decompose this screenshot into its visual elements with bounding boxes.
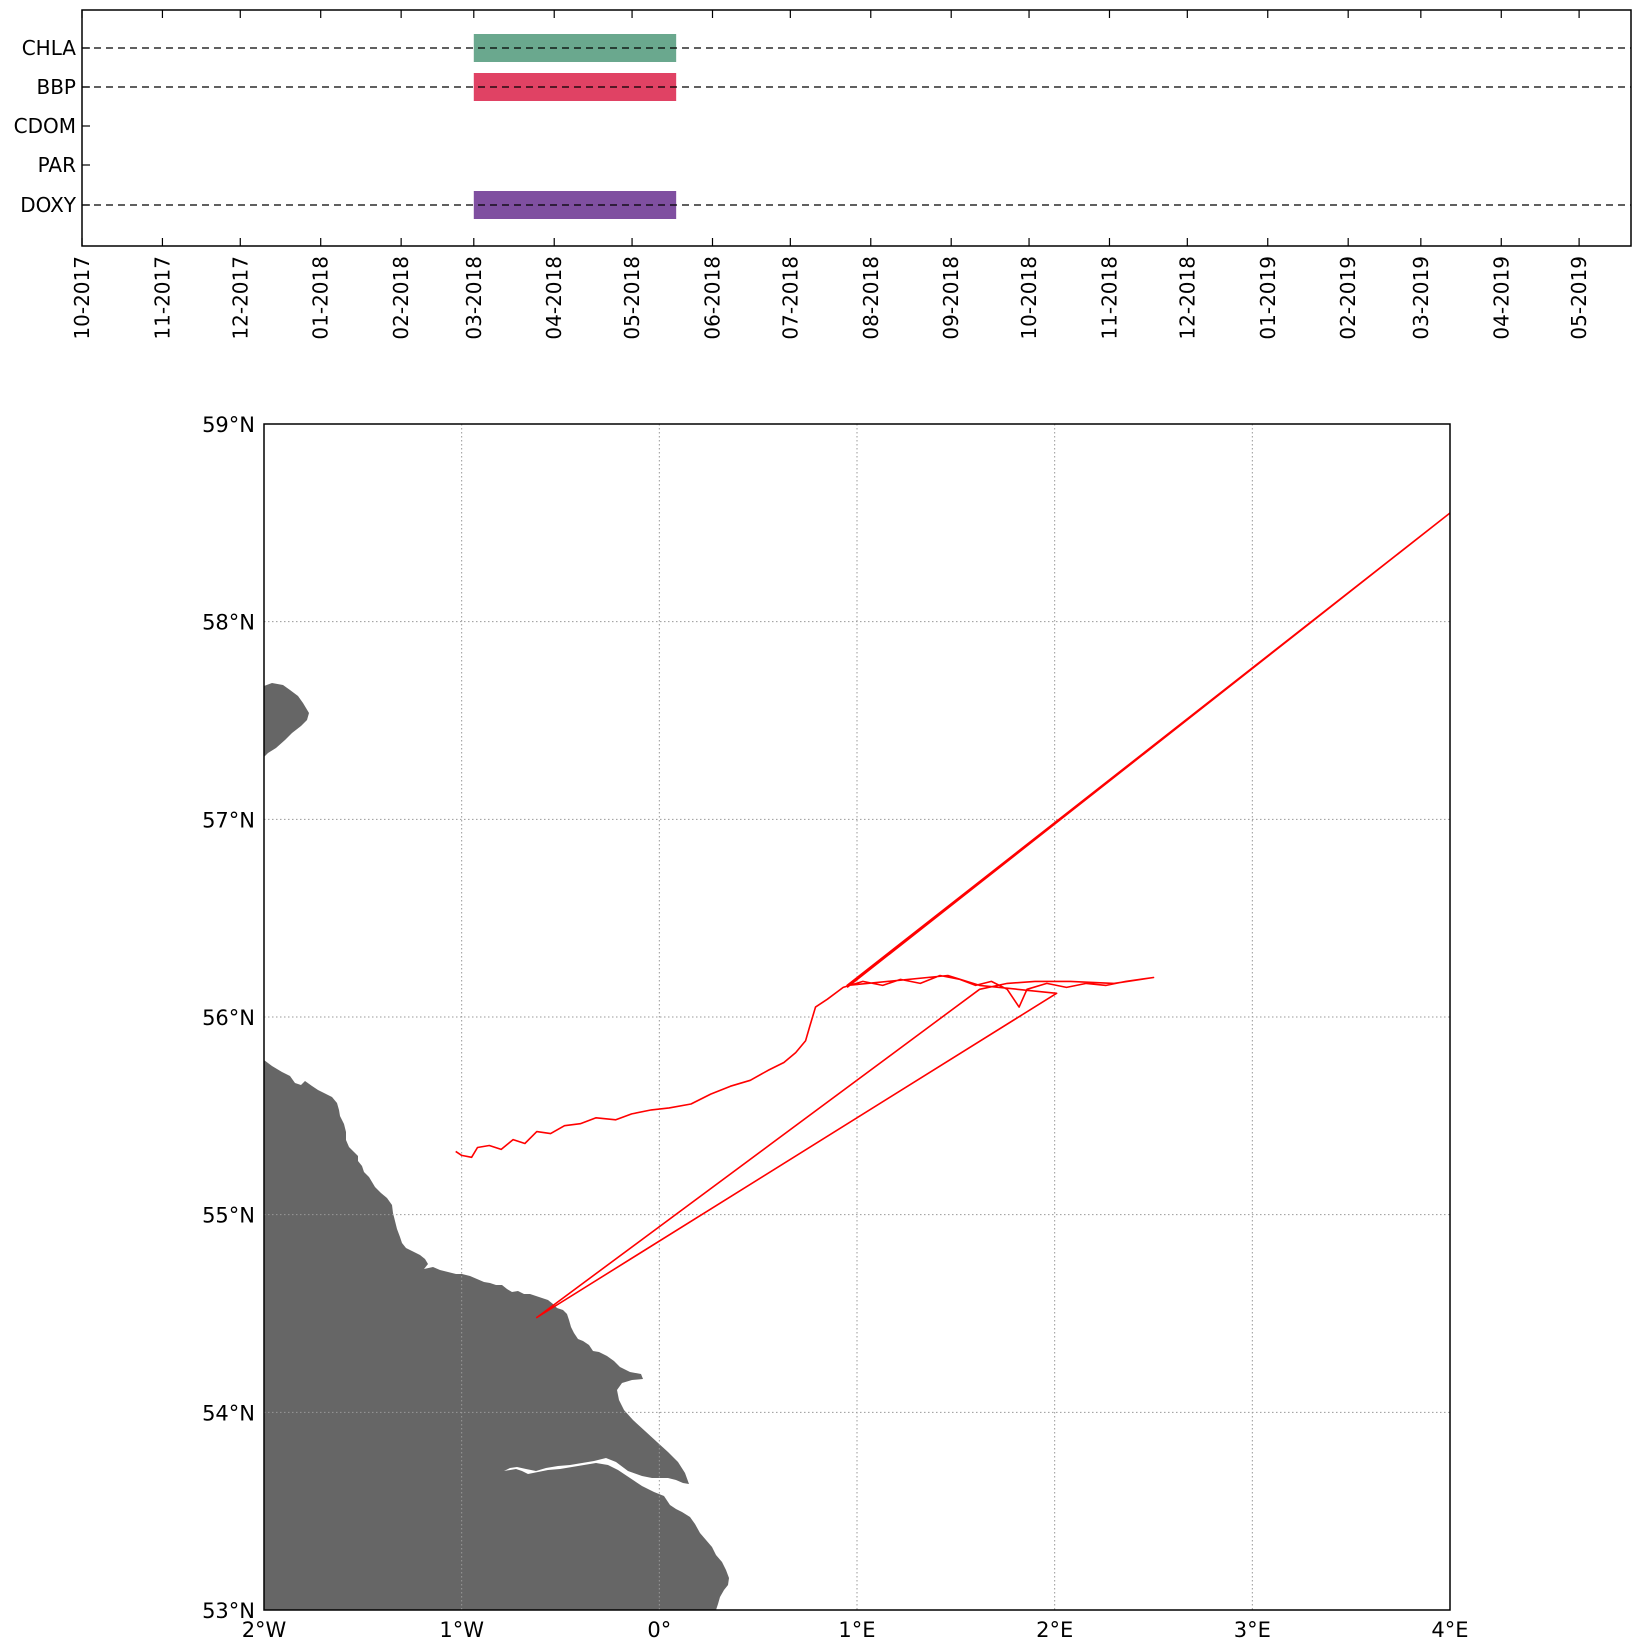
x-tick-label-08-2018: 08-2018 xyxy=(859,256,883,340)
timeline-plot-frame xyxy=(81,9,1632,247)
land-island xyxy=(420,1289,430,1296)
x-tick-label-11-2017: 11-2017 xyxy=(150,256,174,340)
float-trajectory xyxy=(455,512,1450,1319)
lon-label: 1°W xyxy=(439,1618,484,1642)
x-tick-label-01-2018: 01-2018 xyxy=(309,256,333,340)
timeline-chart: CHLA BBP CDOM PAR DOXY 10-2017 11-2017 12-2017… xyxy=(14,9,1632,340)
x-tick-label-03-2018: 03-2018 xyxy=(462,256,486,340)
x-tick-label-06-2018: 06-2018 xyxy=(700,256,724,340)
lat-label: 55°N xyxy=(202,1204,255,1228)
x-tick-label-04-2018: 04-2018 xyxy=(542,256,566,340)
map-latitude-labels: 53°N 54°N 55°N 56°N 57°N 58°N 59°N xyxy=(202,413,255,1623)
lon-label: 2°W xyxy=(242,1618,287,1642)
x-tick-label-01-2019: 01-2019 xyxy=(1256,256,1280,340)
timeline-category-labels: CHLA BBP CDOM PAR DOXY xyxy=(14,36,90,217)
lon-label: 4°E xyxy=(1431,1618,1468,1642)
lon-label: 2°E xyxy=(1036,1618,1073,1642)
category-label-cdom: CDOM xyxy=(14,114,76,138)
land-england xyxy=(264,1060,729,1610)
x-tick-label-12-2018: 12-2018 xyxy=(1175,256,1199,340)
lat-label: 58°N xyxy=(202,611,255,635)
map-longitude-labels: 2°W 1°W 0° 1°E 2°E 3°E 4°E xyxy=(242,1618,1469,1642)
lat-label: 59°N xyxy=(202,413,255,437)
x-tick-label-10-2018: 10-2018 xyxy=(1017,256,1041,340)
map-chart: 2°W 1°W 0° 1°E 2°E 3°E 4°E 53°N 54°N 55°N 56°N 57°… xyxy=(202,413,1469,1642)
x-tick-label-03-2019: 03-2019 xyxy=(1409,256,1433,340)
x-tick-label-12-2017: 12-2017 xyxy=(228,256,252,340)
lon-label: 3°E xyxy=(1234,1618,1271,1642)
x-tick-label-07-2018: 07-2018 xyxy=(778,256,802,340)
lat-label: 56°N xyxy=(202,1006,255,1030)
lon-label: 0° xyxy=(647,1618,671,1642)
lat-label: 53°N xyxy=(202,1599,255,1623)
category-label-chla: CHLA xyxy=(22,36,77,60)
x-tick-label-10-2017: 10-2017 xyxy=(70,256,94,340)
map-gridlines xyxy=(264,424,1450,1610)
category-label-doxy: DOXY xyxy=(20,193,77,217)
x-tick-label-02-2019: 02-2019 xyxy=(1336,256,1360,340)
map-plot-frame xyxy=(263,423,1451,1611)
lon-label: 1°E xyxy=(838,1618,875,1642)
x-tick-label-11-2018: 11-2018 xyxy=(1097,256,1121,340)
timeline-series-lines xyxy=(82,47,1631,206)
land-scotland xyxy=(264,683,309,757)
x-tick-label-05-2019: 05-2019 xyxy=(1567,256,1591,340)
x-tick-label-02-2018: 02-2018 xyxy=(389,256,413,340)
lat-label: 54°N xyxy=(202,1401,255,1425)
x-tick-label-09-2018: 09-2018 xyxy=(939,256,963,340)
x-tick-label-05-2018: 05-2018 xyxy=(620,256,644,340)
x-tick-label-04-2019: 04-2019 xyxy=(1489,256,1513,340)
lat-label: 57°N xyxy=(202,808,255,832)
category-label-par: PAR xyxy=(38,153,76,177)
timeline-x-ticks: 10-2017 11-2017 12-2017 01-2018 02-2018 03-20… xyxy=(70,10,1591,340)
category-label-bbp: BBP xyxy=(36,75,76,99)
